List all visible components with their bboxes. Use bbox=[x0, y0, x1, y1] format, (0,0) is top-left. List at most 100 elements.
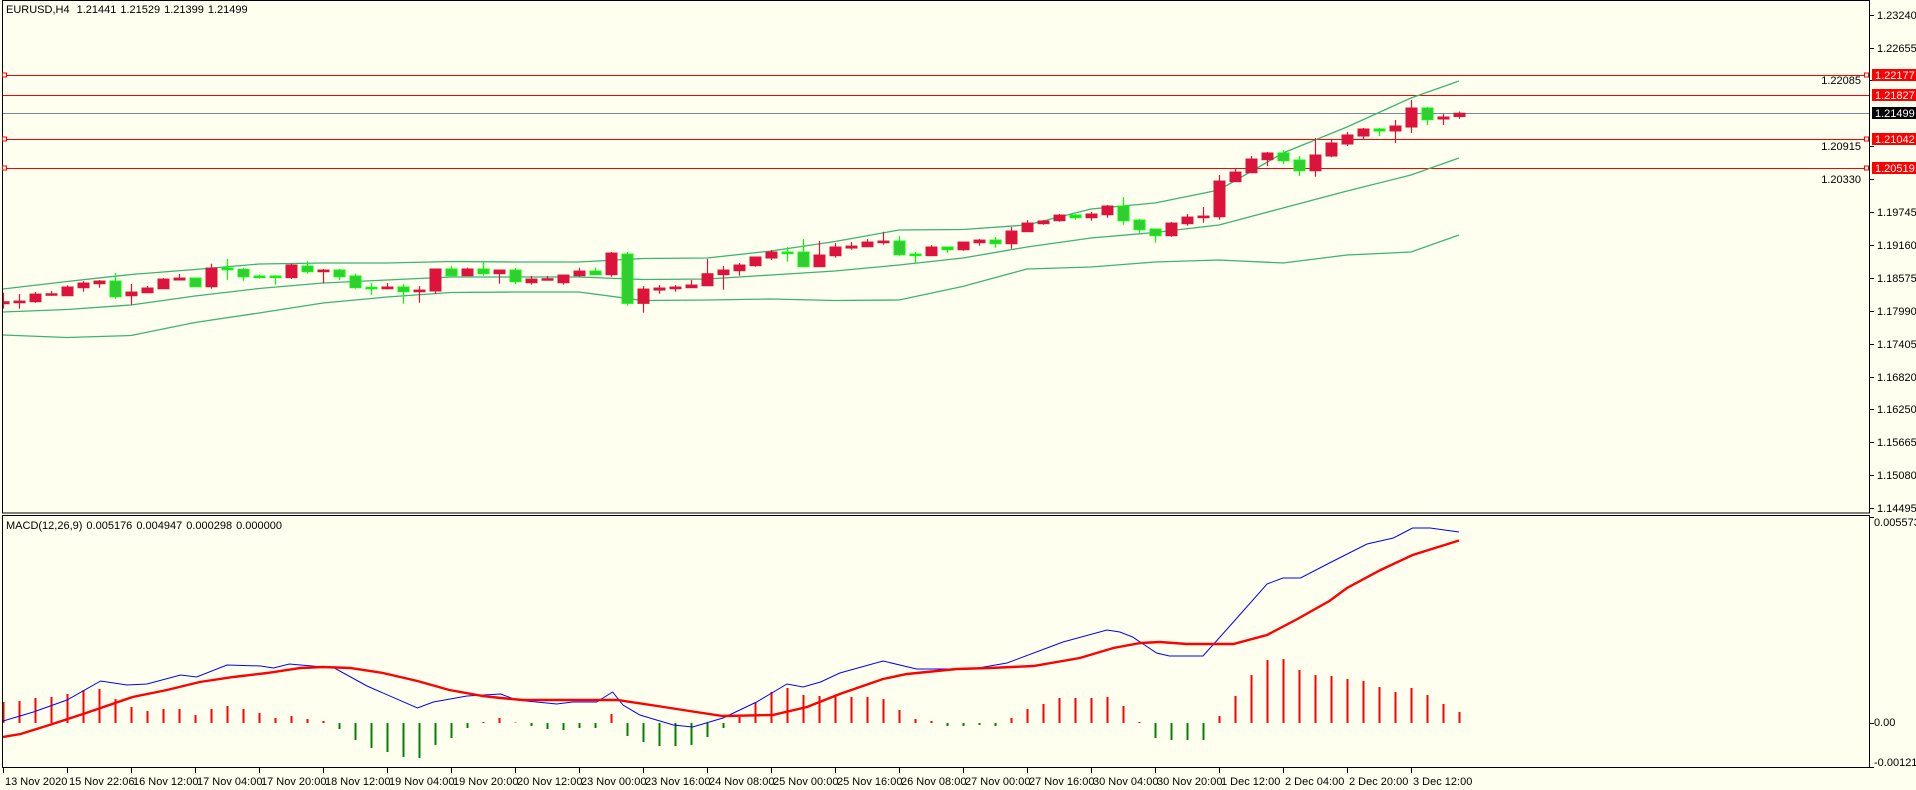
candle[interactable] bbox=[125, 284, 138, 305]
candle[interactable] bbox=[605, 252, 618, 277]
candle[interactable] bbox=[477, 261, 490, 276]
level-handle-right[interactable] bbox=[1864, 136, 1869, 142]
candle[interactable] bbox=[141, 286, 154, 294]
candle[interactable] bbox=[61, 285, 74, 297]
candle[interactable] bbox=[493, 269, 506, 284]
candle[interactable] bbox=[413, 286, 426, 303]
candle[interactable] bbox=[269, 275, 282, 285]
candle[interactable] bbox=[541, 276, 554, 281]
candle[interactable] bbox=[1245, 156, 1258, 174]
candle[interactable] bbox=[653, 285, 666, 294]
candle[interactable] bbox=[237, 268, 250, 281]
candle[interactable] bbox=[749, 256, 762, 267]
level-handle-right[interactable] bbox=[1864, 165, 1869, 171]
candle[interactable] bbox=[13, 294, 26, 309]
candle[interactable] bbox=[1453, 111, 1466, 119]
candle[interactable] bbox=[1085, 212, 1098, 221]
candle[interactable] bbox=[509, 268, 522, 285]
candle[interactable] bbox=[765, 250, 778, 261]
candle[interactable] bbox=[157, 278, 170, 290]
candle[interactable] bbox=[1069, 214, 1082, 220]
candle[interactable] bbox=[1421, 107, 1434, 125]
candle[interactable] bbox=[685, 280, 698, 289]
candle[interactable] bbox=[1229, 168, 1242, 183]
candle[interactable] bbox=[1405, 100, 1418, 134]
candle[interactable] bbox=[989, 237, 1002, 248]
candle[interactable] bbox=[0, 292, 10, 309]
candle[interactable] bbox=[1357, 127, 1370, 141]
candle[interactable] bbox=[557, 274, 570, 285]
candle[interactable] bbox=[1021, 220, 1034, 233]
candle[interactable] bbox=[1213, 175, 1226, 220]
candle[interactable] bbox=[285, 263, 298, 280]
candle[interactable] bbox=[797, 239, 810, 268]
candle[interactable] bbox=[1341, 131, 1354, 147]
main-plot[interactable] bbox=[0, 75, 1869, 339]
candle[interactable] bbox=[973, 239, 986, 246]
candle[interactable] bbox=[173, 274, 186, 281]
candle[interactable] bbox=[1133, 219, 1146, 233]
candle[interactable] bbox=[1165, 222, 1178, 237]
candle[interactable] bbox=[701, 259, 714, 287]
candle[interactable] bbox=[461, 267, 474, 277]
candle[interactable] bbox=[189, 277, 202, 288]
candle[interactable] bbox=[925, 245, 938, 257]
candle[interactable] bbox=[1309, 138, 1322, 177]
candle[interactable] bbox=[957, 241, 970, 251]
candle[interactable] bbox=[1277, 150, 1290, 165]
candle[interactable] bbox=[733, 263, 746, 276]
candle[interactable] bbox=[845, 242, 858, 250]
candle[interactable] bbox=[525, 276, 538, 285]
candle[interactable] bbox=[813, 241, 826, 268]
level-handle-left[interactable] bbox=[2, 165, 7, 171]
candle[interactable] bbox=[77, 281, 90, 292]
candle[interactable] bbox=[589, 267, 602, 276]
candle[interactable] bbox=[365, 283, 378, 295]
main-panel[interactable] bbox=[2, 0, 1870, 768]
candle[interactable] bbox=[205, 263, 218, 289]
candle[interactable] bbox=[221, 259, 234, 280]
level-handle-left[interactable] bbox=[2, 72, 7, 78]
macd-plot[interactable] bbox=[3, 527, 1461, 759]
candle[interactable] bbox=[333, 269, 346, 281]
candle[interactable] bbox=[941, 246, 954, 253]
candle[interactable] bbox=[445, 266, 458, 277]
candle[interactable] bbox=[397, 284, 410, 304]
candle[interactable] bbox=[1117, 197, 1130, 225]
level-handle-left[interactable] bbox=[2, 136, 7, 142]
candle[interactable] bbox=[109, 273, 122, 299]
candle[interactable] bbox=[1389, 120, 1402, 143]
candle[interactable] bbox=[349, 273, 362, 289]
candle[interactable] bbox=[1101, 205, 1114, 218]
candle[interactable] bbox=[45, 291, 58, 296]
candle[interactable] bbox=[1149, 228, 1162, 243]
candle[interactable] bbox=[429, 268, 442, 294]
candle[interactable] bbox=[1293, 156, 1306, 177]
candle[interactable] bbox=[1373, 127, 1386, 136]
candle[interactable] bbox=[93, 280, 106, 288]
candle[interactable] bbox=[1197, 207, 1210, 223]
candle[interactable] bbox=[1261, 152, 1274, 167]
candle[interactable] bbox=[29, 292, 42, 303]
candle[interactable] bbox=[829, 243, 842, 258]
candle[interactable] bbox=[621, 252, 634, 306]
candle[interactable] bbox=[893, 236, 906, 256]
candle[interactable] bbox=[253, 274, 266, 279]
candle[interactable] bbox=[717, 266, 730, 290]
candle[interactable] bbox=[1437, 113, 1450, 125]
candle[interactable] bbox=[1005, 227, 1018, 249]
candle[interactable] bbox=[1037, 220, 1050, 225]
candle[interactable] bbox=[637, 286, 650, 313]
candle[interactable] bbox=[669, 285, 682, 292]
candle[interactable] bbox=[781, 247, 794, 262]
candle[interactable] bbox=[1053, 214, 1066, 222]
candle[interactable] bbox=[877, 231, 890, 245]
candle[interactable] bbox=[1325, 140, 1338, 158]
candle[interactable] bbox=[381, 283, 394, 290]
candle[interactable] bbox=[573, 267, 586, 277]
level-handle-right[interactable] bbox=[1864, 72, 1869, 78]
candle[interactable] bbox=[861, 239, 874, 248]
candle[interactable] bbox=[317, 269, 330, 284]
candle[interactable] bbox=[1181, 214, 1194, 226]
